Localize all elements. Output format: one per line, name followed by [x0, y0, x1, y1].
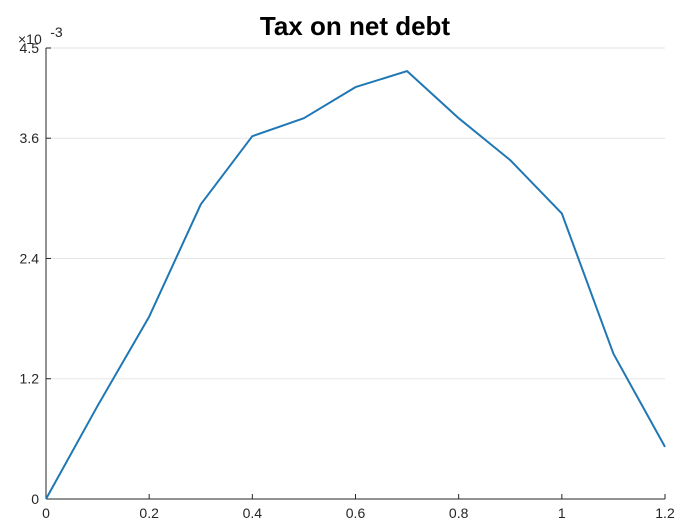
x-tick-label: 0.6 [346, 505, 366, 521]
axes [45, 48, 665, 500]
y-tick-label: 0 [31, 491, 39, 507]
x-axis-ticks: 0 0.2 0.4 0.6 0.8 1 1.2 [42, 494, 675, 521]
chart-title: Tax on net debt [260, 11, 451, 41]
y-tick-label: 4.5 [20, 40, 40, 56]
x-tick-label: 1.2 [655, 505, 675, 521]
series-line [45, 70, 666, 500]
x-tick-label: 0.4 [243, 505, 263, 521]
x-tick-label: 1 [558, 505, 566, 521]
y-tick-label: 3.6 [20, 130, 40, 146]
grid-lines [46, 47, 665, 380]
exponent-power: -3 [50, 24, 63, 40]
series-group [45, 70, 666, 500]
x-tick-label: 0 [42, 505, 50, 521]
y-axis-ticks: 0 1.2 2.4 3.6 4.5 [20, 40, 51, 507]
x-tick-label: 0.2 [139, 505, 159, 521]
x-tick-label: 0.8 [449, 505, 469, 521]
exponent-base: ×10 [18, 31, 42, 47]
y-tick-label: 2.4 [20, 250, 40, 266]
y-axis-exponent-label: ×10 -3 [18, 24, 63, 48]
y-tick-label: 1.2 [20, 371, 40, 387]
